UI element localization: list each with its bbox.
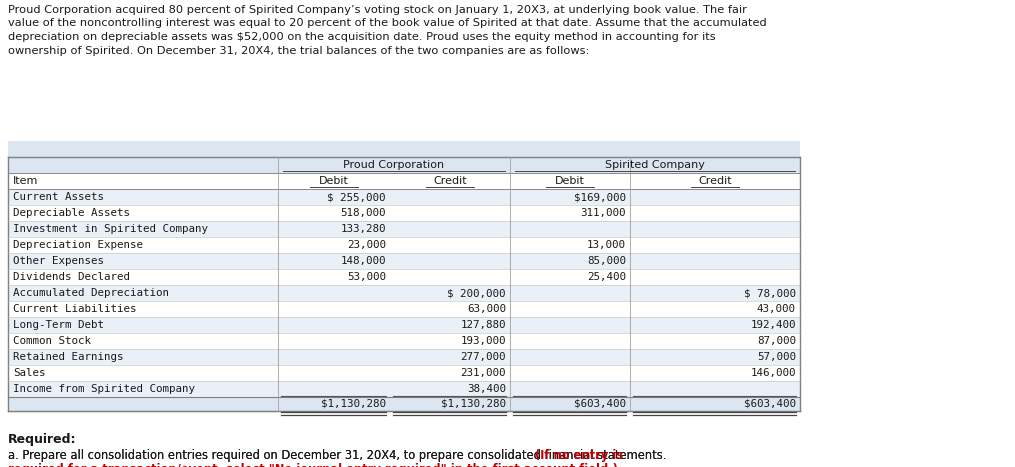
Text: depreciation on depreciable assets was $52,000 on the acquisition date. Proud us: depreciation on depreciable assets was $… — [8, 32, 716, 42]
Text: $1,130,280: $1,130,280 — [441, 399, 506, 409]
Bar — [8, 189, 800, 205]
Text: 23,000: 23,000 — [347, 240, 386, 250]
Bar — [8, 333, 800, 349]
Text: Proud Corporation acquired 80 percent of Spirited Company’s voting stock on Janu: Proud Corporation acquired 80 percent of… — [8, 5, 747, 15]
Text: Dividends Declared: Dividends Declared — [13, 272, 130, 282]
Text: Debit: Debit — [319, 176, 349, 186]
Text: Long-Term Debt: Long-Term Debt — [13, 320, 104, 330]
Text: Credit: Credit — [433, 176, 467, 186]
Text: 87,000: 87,000 — [757, 336, 796, 346]
Text: Item: Item — [13, 176, 39, 186]
Bar — [8, 365, 800, 381]
Text: Common Stock: Common Stock — [13, 336, 91, 346]
Text: $ 200,000: $ 200,000 — [448, 288, 506, 298]
Text: 53,000: 53,000 — [347, 272, 386, 282]
Text: 43,000: 43,000 — [757, 304, 796, 314]
Bar — [8, 141, 800, 173]
Text: a. Prepare all consolidation entries required on December 31, 20X4, to prepare c: a. Prepare all consolidation entries req… — [8, 449, 670, 462]
Text: 277,000: 277,000 — [461, 352, 506, 362]
Text: $ 255,000: $ 255,000 — [328, 192, 386, 202]
Text: Depreciation Expense: Depreciation Expense — [13, 240, 143, 250]
Text: Income from Spirited Company: Income from Spirited Company — [13, 384, 195, 394]
Text: Other Expenses: Other Expenses — [13, 256, 104, 266]
Text: 192,400: 192,400 — [750, 320, 796, 330]
Text: value of the noncontrolling interest was equal to 20 percent of the book value o: value of the noncontrolling interest was… — [8, 19, 766, 28]
Text: required for a transaction/event, select "No journal entry required" in the firs: required for a transaction/event, select… — [8, 463, 618, 467]
Text: Depreciable Assets: Depreciable Assets — [13, 208, 130, 218]
Text: $ 78,000: $ 78,000 — [744, 288, 796, 298]
Bar — [8, 253, 800, 269]
Text: $603,400: $603,400 — [574, 399, 626, 409]
Text: Current Assets: Current Assets — [13, 192, 104, 202]
Text: Sales: Sales — [13, 368, 46, 378]
Bar — [8, 301, 800, 317]
Text: Required:: Required: — [8, 433, 76, 446]
Bar — [8, 285, 800, 301]
Text: 231,000: 231,000 — [461, 368, 506, 378]
Bar — [8, 205, 800, 221]
Text: 148,000: 148,000 — [340, 256, 386, 266]
Text: 63,000: 63,000 — [467, 304, 506, 314]
Text: 25,400: 25,400 — [587, 272, 626, 282]
Text: Current Liabilities: Current Liabilities — [13, 304, 136, 314]
Bar — [8, 349, 800, 365]
Text: Debit: Debit — [555, 176, 585, 186]
Text: Accumulated Depreciation: Accumulated Depreciation — [13, 288, 170, 298]
Text: 57,000: 57,000 — [757, 352, 796, 362]
Bar — [8, 381, 800, 397]
Text: 193,000: 193,000 — [461, 336, 506, 346]
Text: Retained Earnings: Retained Earnings — [13, 352, 124, 362]
Text: 146,000: 146,000 — [750, 368, 796, 378]
Text: a. Prepare all consolidation entries required on December 31, 20X4, to prepare c: a. Prepare all consolidation entries req… — [8, 449, 670, 462]
Text: 518,000: 518,000 — [340, 208, 386, 218]
Text: Proud Corporation: Proud Corporation — [343, 160, 445, 170]
Text: $603,400: $603,400 — [744, 399, 796, 409]
Text: Investment in Spirited Company: Investment in Spirited Company — [13, 224, 208, 234]
Text: 127,880: 127,880 — [461, 320, 506, 330]
Text: $169,000: $169,000 — [574, 192, 626, 202]
Text: 133,280: 133,280 — [340, 224, 386, 234]
Bar — [8, 269, 800, 285]
Text: Spirited Company: Spirited Company — [605, 160, 705, 170]
Text: Credit: Credit — [698, 176, 732, 186]
Text: ownership of Spirited. On December 31, 20X4, the trial balances of the two compa: ownership of Spirited. On December 31, 2… — [8, 45, 590, 56]
Text: (If no entry is: (If no entry is — [535, 449, 623, 462]
Text: 38,400: 38,400 — [467, 384, 506, 394]
Bar — [8, 317, 800, 333]
Text: 13,000: 13,000 — [587, 240, 626, 250]
Bar — [8, 221, 800, 237]
Text: 85,000: 85,000 — [587, 256, 626, 266]
Bar — [8, 237, 800, 253]
Text: $1,130,280: $1,130,280 — [321, 399, 386, 409]
Bar — [8, 397, 800, 411]
Text: 311,000: 311,000 — [581, 208, 626, 218]
